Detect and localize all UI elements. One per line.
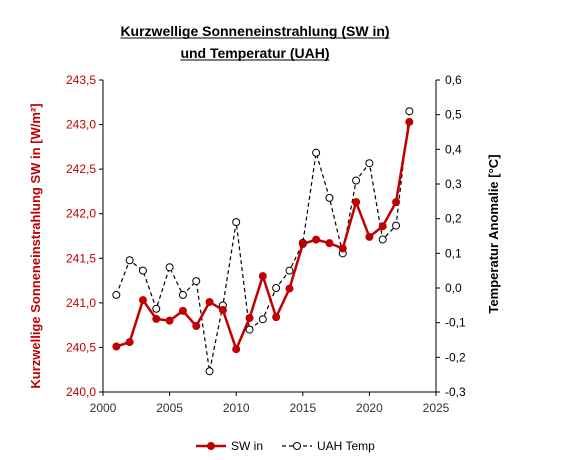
sw-in-point — [125, 338, 134, 347]
legend-label-sw-in: SW in — [231, 439, 263, 453]
uah-temp-point — [285, 266, 294, 275]
y-left-tick-label: 240,0 — [66, 385, 96, 399]
sw-in-point — [272, 313, 281, 322]
y-left-tick-label: 240,5 — [66, 340, 96, 354]
legend: SW in UAH Temp — [196, 439, 375, 453]
series-line-uah-temp — [115, 111, 410, 372]
y-left-tick-label: 241,0 — [66, 296, 96, 310]
uah-temp-point — [272, 284, 281, 292]
y-right-tick-label: 0,0 — [445, 281, 462, 295]
uah-temp-point — [312, 148, 321, 157]
x-tick-label: 2020 — [356, 401, 383, 415]
y-right-tick-label: 0,3 — [445, 177, 462, 191]
x-tick-label: 2015 — [289, 401, 316, 415]
sw-in-point — [298, 240, 307, 249]
sw-in-point — [218, 305, 227, 314]
uah-temp-point — [178, 290, 187, 299]
uah-temp-point — [205, 367, 214, 376]
sw-in-point — [232, 345, 241, 354]
sw-in-point — [285, 284, 294, 293]
sw-in-point — [258, 272, 267, 281]
uah-temp-point — [245, 325, 254, 334]
series-line-sw-in — [115, 121, 411, 353]
sw-in-point — [405, 117, 414, 126]
y-axis-right-label: Temperatur Anomalie [°C] — [486, 154, 501, 313]
sw-in-point — [205, 297, 214, 306]
legend-marker-sw-in — [207, 442, 215, 450]
y-left-tick-label: 243,0 — [66, 118, 96, 132]
uah-temp-point — [192, 277, 201, 286]
sw-in-point — [245, 314, 254, 323]
plot-area: 240,0 240,5 241,0 241,5 242,0 242,5 243,0 243,5… — [66, 73, 466, 415]
sw-in-point — [165, 316, 174, 325]
chart-title-line-2: und Temperatur (UAH) — [180, 45, 329, 61]
sw-in-point — [138, 296, 147, 305]
sw-in-point — [152, 314, 161, 323]
uah-temp-point — [232, 218, 241, 227]
y-right-tick-label: -0,2 — [445, 350, 466, 364]
uah-temp-point — [125, 256, 134, 265]
uah-temp-point — [325, 193, 334, 202]
chart-title-line-1: Kurzwellige Sonneneinstrahlung (SW in) — [120, 23, 389, 39]
y-right-tick-label: 0,2 — [445, 212, 462, 226]
sw-in-point — [178, 306, 187, 315]
y-left-tick-label: 241,5 — [66, 251, 96, 265]
uah-temp-point — [405, 107, 414, 116]
sw-in-point — [392, 198, 401, 207]
sw-in-point — [325, 239, 334, 248]
sw-in-point — [365, 232, 374, 241]
uah-temp-point — [378, 235, 387, 244]
legend-label-uah-temp: UAH Temp — [317, 439, 375, 453]
sw-in-point — [192, 322, 201, 331]
y-axis-left-label: Kurzwellige Sonneneinstrahlung SW in [W/… — [28, 103, 43, 388]
y-right-tick-label: 0,1 — [445, 246, 462, 260]
sw-in-point — [352, 198, 361, 207]
sw-in-point — [112, 342, 121, 351]
y-left-tick-label: 242,0 — [66, 207, 96, 221]
uah-temp-point — [392, 221, 401, 230]
x-tick-label: 2000 — [90, 401, 117, 415]
uah-temp-point — [112, 290, 121, 299]
y-right-tick-label: -0,1 — [445, 316, 466, 330]
uah-temp-point — [165, 263, 174, 272]
uah-temp-point — [352, 176, 361, 185]
y-right-tick-label: -0,3 — [445, 385, 466, 399]
y-right-tick-label: 0,6 — [445, 73, 462, 87]
y-right-tick-label: 0,5 — [445, 108, 462, 122]
y-left-tick-label: 242,5 — [66, 162, 96, 176]
x-tick-label: 2005 — [156, 401, 183, 415]
x-tick-label: 2010 — [223, 401, 250, 415]
uah-temp-point — [258, 315, 267, 324]
uah-temp-point — [365, 159, 374, 168]
uah-temp-point — [138, 266, 147, 275]
sw-in-point — [312, 235, 321, 244]
y-left-tick-label: 243,5 — [66, 73, 96, 87]
y-right-tick-label: 0,4 — [445, 142, 462, 156]
sw-in-point — [378, 222, 387, 231]
legend-marker-uah-temp — [293, 442, 301, 450]
sw-in-point — [338, 244, 347, 253]
x-tick-label: 2025 — [423, 401, 450, 415]
uah-temp-point — [152, 304, 161, 313]
